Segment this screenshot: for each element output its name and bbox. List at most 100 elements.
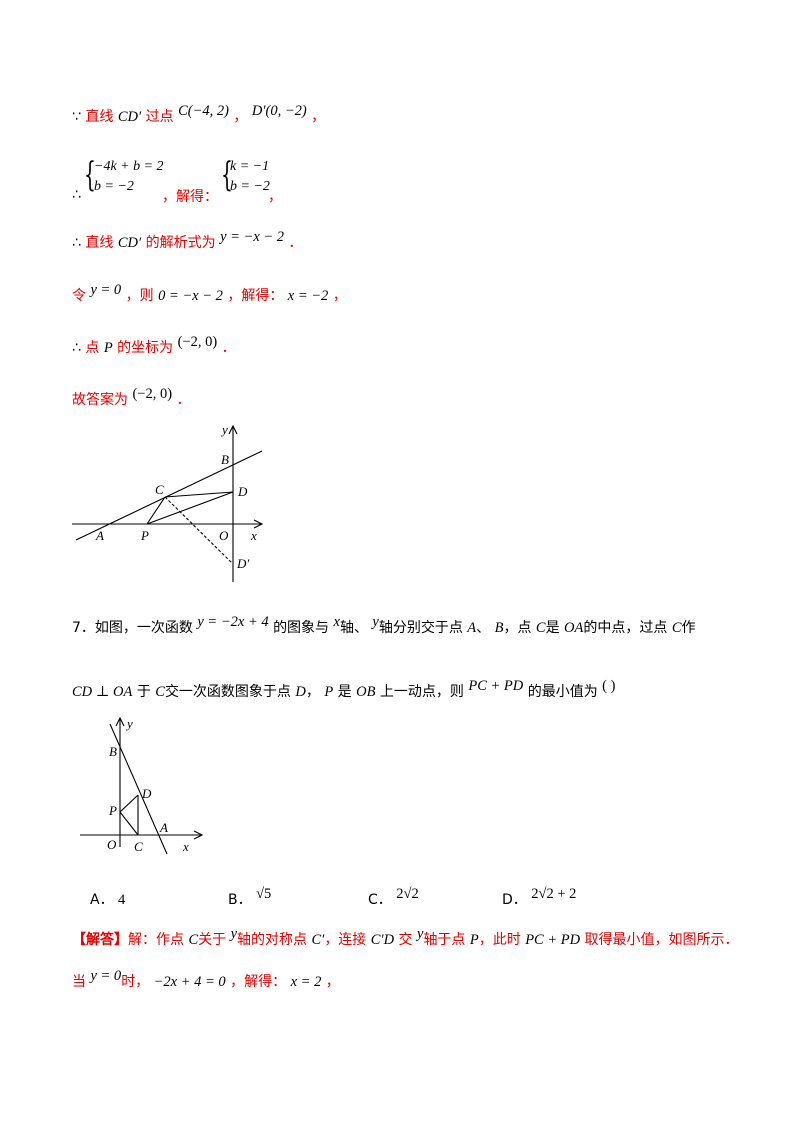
text: 轴分别交于点 [378, 620, 463, 636]
punct: ， [325, 974, 340, 990]
math-c: C [535, 620, 546, 636]
text: 的图象与 [273, 620, 330, 636]
label-y: y [125, 716, 133, 731]
text: ， [305, 684, 320, 700]
math-y-zero: y = 0 [90, 968, 122, 984]
math-y-zero: y = 0 [90, 282, 122, 298]
option-value: 2√2 [396, 886, 419, 902]
text: 轴的对称点 [237, 932, 308, 948]
text: 取得最小值，如图所示． [584, 932, 739, 948]
line-ab [109, 723, 168, 855]
text: 交 [398, 932, 413, 948]
option-c[interactable]: C． 2√2 [368, 886, 419, 910]
therefore-symbol: ∴ [72, 235, 81, 251]
math-c-prime: C′ [311, 932, 325, 948]
y-axis-arrow [228, 424, 238, 435]
math-c-prime-d: C′D [370, 932, 395, 948]
figure-2-diagram: y B P D A O C x [80, 716, 204, 855]
text: 轴于点 [423, 932, 466, 948]
option-value: 4 [118, 892, 126, 908]
segment-pd [146, 491, 234, 525]
text: 令 [72, 288, 86, 304]
math-a: A [467, 620, 477, 636]
math-y: y [230, 926, 238, 942]
math-point-d-prime: D′(0, −2) [251, 103, 307, 119]
text: ，解得： [230, 974, 287, 990]
math-p: P [103, 340, 113, 356]
answer-line: 故答案为 (−2, 0) ． [72, 386, 191, 410]
text: 交一次函数图象于点 [164, 684, 291, 700]
label-p: P [108, 803, 117, 818]
text: 上一动点，则 [379, 684, 464, 700]
math-c: C [671, 620, 682, 636]
math-c: C [188, 932, 199, 948]
math-d: D [295, 684, 306, 700]
label-p: P [140, 528, 149, 543]
text: 直线 [85, 109, 114, 125]
solution-line-3: ∴ 直线 CD′ 的解析式为 y = −x − 2 ． [72, 229, 303, 253]
label-x: x [250, 528, 257, 543]
question-number: 7． [72, 620, 95, 636]
text: 是 [337, 684, 352, 700]
therefore-symbol: ∴ [72, 340, 81, 356]
punct: ． [221, 340, 236, 356]
text: ，则 [125, 288, 154, 304]
answer-tag: 【解答】 [72, 932, 128, 948]
result-brace: { [221, 155, 233, 195]
punct: ． [176, 392, 191, 408]
option-b[interactable]: B． √5 [228, 886, 271, 910]
figure-1-diagram: y B C D A P O x D′ [72, 422, 264, 582]
math-b: B [494, 620, 504, 636]
since-symbol: ∵ [72, 109, 81, 125]
option-a[interactable]: A． 4 [90, 890, 125, 910]
text: ，解得： [162, 189, 218, 205]
text: 故答案为 [72, 392, 128, 408]
text: ，连接 [324, 932, 367, 948]
label-d-prime: D′ [236, 556, 249, 571]
option-d[interactable]: D． 2√2 + 2 [502, 886, 576, 910]
text: 关于 [198, 932, 227, 948]
text: ，点 [503, 620, 532, 636]
text: 当 [72, 974, 86, 990]
label-d: D [141, 786, 152, 801]
answer-7-line-1: 【解答】解：作点 C关于 y轴的对称点 C′，连接 C′D 交 y轴于点 P，此… [72, 926, 739, 950]
math-function: y = −2x + 4 [197, 614, 269, 630]
label-o: O [219, 528, 229, 543]
segment-pd [119, 794, 139, 813]
segment-pc [119, 811, 139, 836]
segment-cd [164, 491, 234, 498]
punct: ， [268, 189, 282, 205]
text: 于 [136, 684, 151, 700]
label-y: y [220, 422, 228, 437]
label-c: C [134, 839, 143, 854]
label-b: B [109, 744, 117, 759]
math-perpendicular: CD ⊥ OA [72, 684, 133, 700]
text: 轴、 [339, 620, 368, 636]
option-letter: D． [502, 892, 527, 908]
option-letter: B． [228, 892, 252, 908]
math-p: P [469, 932, 479, 948]
math-x: x [333, 614, 340, 630]
text: 直线 [85, 235, 114, 251]
math-y: y [417, 926, 424, 942]
math-expression: PC + PD [525, 932, 581, 948]
system-eq-2: b = −2 [94, 179, 134, 194]
line-ab [75, 450, 263, 541]
result-eq-2: b = −2 [230, 179, 270, 194]
question-7-line-2: CD ⊥ OA 于 C交一次函数图象于点 D， P 是 OB 上一动点，则 PC… [72, 678, 615, 702]
punct: ， [332, 288, 347, 304]
text: 是 [545, 620, 560, 636]
punct: ， [311, 109, 326, 125]
x-axis-arrow [193, 830, 204, 840]
answer-parentheses: ( ) [602, 678, 616, 694]
math-line-equation: y = −x − 2 [220, 229, 285, 245]
y-axis-arrow [115, 716, 125, 727]
option-value: √5 [256, 886, 272, 902]
text: 的解析式为 [145, 235, 216, 251]
option-value: 2√2 + 2 [531, 886, 577, 902]
math-c: C [155, 684, 165, 700]
text: 如图，一次函数 [94, 620, 193, 636]
text: ，解得： [227, 288, 284, 304]
math-cd-prime: CD′ [117, 235, 142, 251]
segment-cd-prime-dashed [164, 496, 234, 565]
